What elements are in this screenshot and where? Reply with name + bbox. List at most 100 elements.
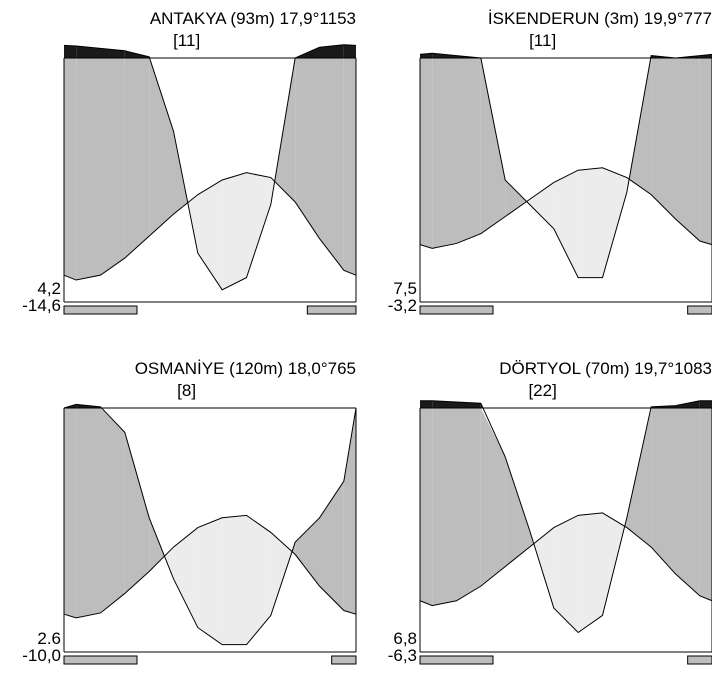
humid-area	[432, 408, 457, 606]
perhumid-area	[64, 404, 77, 408]
perhumid-area	[64, 45, 77, 58]
arid-area	[270, 532, 293, 616]
arid-area	[602, 167, 627, 278]
humid-area	[124, 58, 150, 259]
min-temp-label: -10,0	[22, 646, 61, 665]
humid-area	[76, 58, 101, 281]
precipitation-line	[419, 52, 712, 279]
perhumid-area	[480, 403, 484, 408]
frost-bar	[306, 305, 357, 315]
frost-bar	[419, 305, 494, 315]
frost-bar	[331, 655, 357, 665]
frost-bar	[687, 305, 712, 315]
humid-area	[149, 58, 174, 237]
arid-area	[246, 172, 271, 278]
years-label: [11]	[529, 31, 556, 50]
humid-area	[480, 408, 506, 587]
chart-svg: DÖRTYOL (70m) 19,7°1083 [22] 6,8-6,3	[388, 359, 712, 665]
perhumid-area	[76, 46, 101, 58]
low-temp-label: 2.6	[37, 629, 61, 648]
temperature-line	[419, 167, 712, 249]
humid-area	[295, 517, 320, 587]
arid-area	[602, 512, 625, 616]
humid-area	[699, 58, 712, 245]
perhumid-area	[699, 400, 712, 408]
precipitation-line	[420, 400, 712, 634]
humid-area	[456, 58, 481, 244]
arid-area	[529, 182, 554, 229]
chart-svg: İSKENDERUN (3m) 19,9°777 [11] 7,5-3,2	[388, 9, 712, 315]
arid-area	[246, 515, 271, 645]
humid-area	[149, 517, 165, 572]
arid-area	[553, 515, 579, 633]
arid-area	[164, 547, 174, 579]
humid-area	[432, 58, 457, 249]
arid-area	[533, 527, 554, 609]
frost-bar	[419, 655, 494, 665]
perhumid-area	[343, 44, 356, 58]
precipitation-line	[63, 403, 357, 646]
min-temp-label: -6,3	[388, 646, 417, 665]
humid-area	[64, 58, 77, 281]
chart-svg: ANTAKYA (93m) 17,9°1153 [11] 4,2-14,6	[22, 9, 357, 315]
min-temp-label: -14,6	[22, 296, 61, 315]
humid-area	[420, 408, 433, 606]
years-label: [22]	[528, 381, 556, 400]
frost-bar	[63, 305, 138, 315]
station-header: DÖRTYOL (70m) 19,7°1083	[499, 359, 712, 378]
humid-area	[64, 408, 77, 618]
arid-area	[578, 167, 603, 278]
arid-area	[578, 512, 603, 633]
temperature-line	[419, 512, 712, 607]
humid-area	[505, 456, 530, 567]
temperature-line	[63, 514, 357, 619]
arid-area	[197, 517, 223, 645]
years-label: [8]	[177, 381, 196, 400]
perhumid-area	[456, 402, 481, 408]
humid-area	[173, 131, 188, 215]
humid-area	[651, 408, 676, 574]
climate-diagram-dortyol: DÖRTYOL (70m) 19,7°1083 [22] 6,8 -6,3	[356, 350, 712, 700]
station-header: ANTAKYA (93m) 17,9°1153	[150, 9, 356, 28]
arid-area	[197, 180, 223, 290]
low-temp-label: 6,8	[393, 629, 417, 648]
low-temp-label: 7,5	[393, 279, 417, 298]
humid-area	[295, 58, 320, 239]
climate-diagram-antakya: ANTAKYA (93m) 17,9°1153 [11] 4,2 -14,6	[0, 0, 357, 350]
chart-svg: OSMANİYE (120m) 18,0°765 [8] 2.6-10,0	[22, 359, 357, 665]
humid-area	[343, 58, 356, 276]
humid-area	[699, 408, 712, 601]
perhumid-area	[319, 44, 344, 58]
perhumid-area	[432, 400, 457, 408]
humid-area	[100, 408, 125, 613]
perhumid-area	[420, 400, 433, 408]
arid-area	[222, 172, 247, 290]
humid-area	[420, 58, 433, 249]
humid-area	[675, 408, 700, 596]
humid-area	[456, 408, 481, 601]
min-temp-label: -3,2	[388, 296, 417, 315]
humid-area	[629, 58, 652, 195]
humid-area	[76, 408, 101, 618]
station-header: İSKENDERUN (3m) 19,9°777	[488, 9, 712, 28]
perhumid-area	[432, 53, 457, 58]
perhumid-area	[100, 48, 125, 58]
humid-area	[319, 481, 344, 611]
temperature-line	[63, 172, 357, 281]
perhumid-area	[675, 400, 700, 408]
humid-area	[626, 408, 652, 548]
humid-area	[505, 180, 527, 217]
humid-area	[124, 432, 150, 594]
humid-area	[480, 58, 506, 234]
humid-area	[274, 58, 296, 202]
humid-area	[343, 408, 356, 615]
climate-diagram-osmaniye: OSMANİYE (120m) 18,0°765 [8] 2.6 -10,0	[0, 350, 357, 700]
frost-bar	[687, 655, 712, 665]
station-header: OSMANİYE (120m) 18,0°765	[135, 359, 356, 378]
low-temp-label: 4,2	[37, 279, 61, 298]
arid-area	[222, 515, 247, 645]
arid-area	[553, 170, 579, 278]
humid-area	[651, 58, 676, 220]
years-label: [11]	[173, 31, 200, 50]
frost-bar	[63, 655, 138, 665]
